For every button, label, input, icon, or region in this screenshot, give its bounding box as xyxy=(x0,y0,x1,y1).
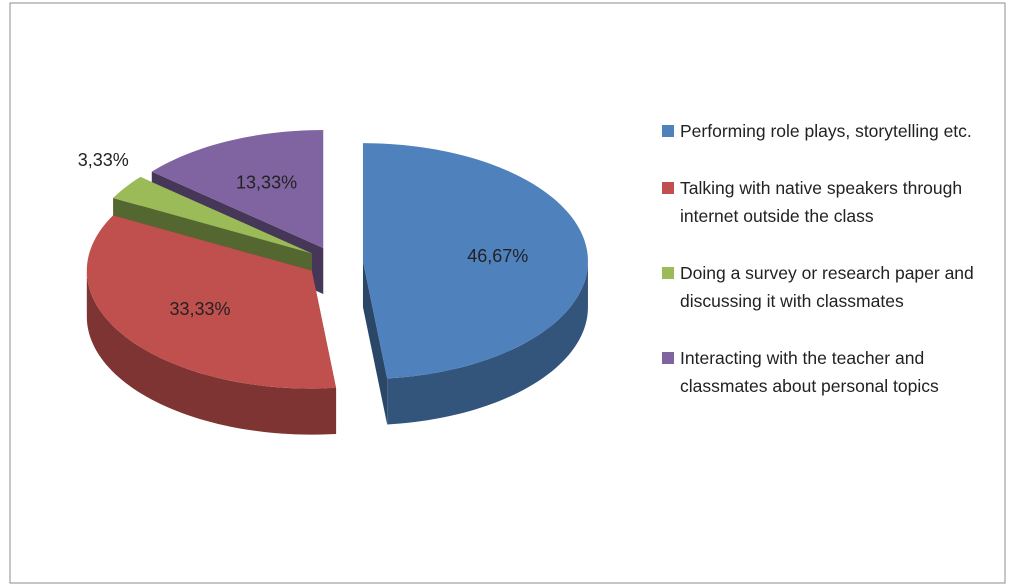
legend-label: Talking with native speakers through int… xyxy=(680,178,963,226)
slice-side xyxy=(362,261,388,425)
legend-label: Performing role plays, storytelling etc. xyxy=(680,121,972,141)
slice-wall xyxy=(86,270,337,435)
data-label: 3,33% xyxy=(78,150,129,170)
data-labels: 46,67% 33,33% 3,33% 13,33% xyxy=(78,150,529,319)
legend-item: Performing role plays, storytelling etc. xyxy=(662,117,998,145)
pie-slice xyxy=(86,215,337,389)
chart-frame xyxy=(9,2,1006,584)
legend-label: Interacting with the teacher and classma… xyxy=(680,348,939,396)
legend-swatch xyxy=(662,267,674,279)
data-label: 33,33% xyxy=(170,299,231,319)
pie-tops xyxy=(86,130,588,389)
pie-slice xyxy=(362,143,588,379)
data-label: 13,33% xyxy=(236,173,297,193)
legend-item: Interacting with the teacher and classma… xyxy=(662,344,998,400)
legend-label: Doing a survey or research paper and dis… xyxy=(680,263,974,311)
legend-swatch xyxy=(662,352,674,364)
pie-slice xyxy=(113,176,312,254)
legend-swatch xyxy=(662,182,674,194)
pie-slice xyxy=(151,130,324,249)
slice-wall xyxy=(387,261,588,425)
legend-item: Talking with native speakers through int… xyxy=(662,174,998,230)
legend-item: Doing a survey or research paper and dis… xyxy=(662,259,998,315)
legend: Performing role plays, storytelling etc.… xyxy=(662,117,998,400)
legend-swatch xyxy=(662,125,674,137)
data-label: 46,67% xyxy=(467,246,528,266)
